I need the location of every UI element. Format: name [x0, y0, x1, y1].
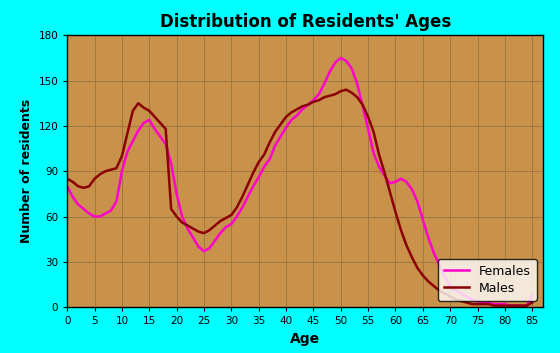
Males	[64, 176, 71, 181]
Males	[343, 88, 349, 92]
Title: Distribution of Residents' Ages: Distribution of Residents' Ages	[160, 13, 451, 31]
Males	[86, 184, 92, 189]
Males	[75, 184, 82, 189]
Females	[113, 199, 120, 204]
Males	[288, 110, 295, 114]
Females	[338, 56, 344, 60]
Males	[113, 166, 120, 170]
Males	[463, 300, 470, 305]
Females	[75, 202, 82, 207]
Females	[288, 118, 295, 122]
Line: Females: Females	[67, 58, 532, 306]
Males	[491, 304, 497, 308]
Males	[425, 279, 432, 283]
Line: Males: Males	[67, 90, 532, 306]
Females	[463, 294, 470, 299]
Females	[64, 184, 71, 189]
Females	[86, 211, 92, 216]
Y-axis label: Number of residents: Number of residents	[20, 99, 33, 243]
Males	[529, 300, 535, 305]
Legend: Females, Males: Females, Males	[437, 259, 537, 301]
Females	[507, 304, 514, 308]
Females	[529, 293, 535, 297]
X-axis label: Age: Age	[290, 332, 320, 346]
Females	[425, 235, 432, 240]
